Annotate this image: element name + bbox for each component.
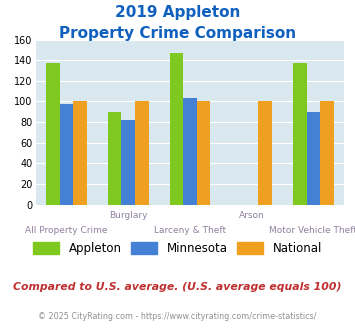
Text: Compared to U.S. average. (U.S. average equals 100): Compared to U.S. average. (U.S. average … — [13, 282, 342, 292]
Bar — [135, 102, 148, 205]
Bar — [258, 102, 272, 205]
Bar — [108, 112, 121, 205]
Bar — [197, 102, 210, 205]
Bar — [170, 53, 183, 205]
Bar — [183, 98, 197, 205]
Bar — [46, 63, 60, 205]
Text: 2019 Appleton: 2019 Appleton — [115, 5, 240, 20]
Bar — [73, 102, 87, 205]
Text: © 2025 CityRating.com - https://www.cityrating.com/crime-statistics/: © 2025 CityRating.com - https://www.city… — [38, 312, 317, 321]
Bar — [60, 104, 73, 205]
Bar — [121, 120, 135, 205]
Bar — [320, 102, 334, 205]
Legend: Appleton, Minnesota, National: Appleton, Minnesota, National — [28, 237, 327, 259]
Text: All Property Crime: All Property Crime — [25, 226, 108, 235]
Bar — [307, 112, 320, 205]
Text: Motor Vehicle Theft: Motor Vehicle Theft — [269, 226, 355, 235]
Text: Property Crime Comparison: Property Crime Comparison — [59, 26, 296, 41]
Text: Larceny & Theft: Larceny & Theft — [154, 226, 226, 235]
Text: Arson: Arson — [239, 211, 264, 220]
Bar — [293, 63, 307, 205]
Text: Burglary: Burglary — [109, 211, 147, 220]
